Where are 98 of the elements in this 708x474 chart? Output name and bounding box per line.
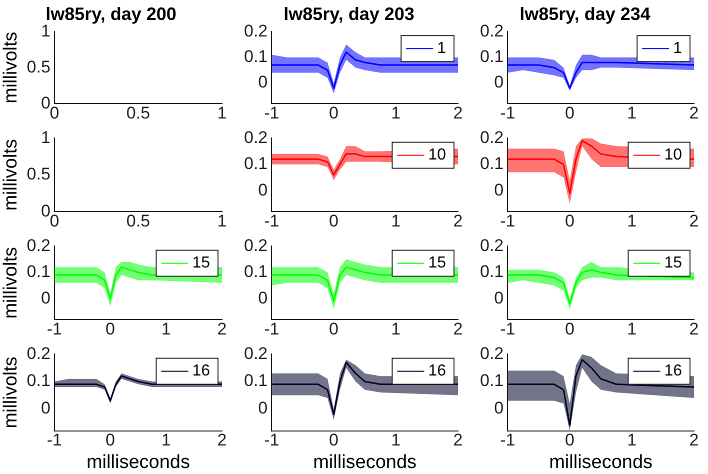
chart-title: lw85ry, day 234	[520, 4, 650, 24]
x-axis-title: milliseconds	[86, 452, 190, 473]
y-tick-label: 0.2	[26, 236, 50, 255]
x-tick-label: -1	[500, 211, 516, 230]
y-tick-label: 0.1	[244, 154, 268, 174]
y-axis-title: millivolts	[0, 247, 22, 319]
x-tick-label: -1	[500, 103, 516, 122]
y-tick-label: 0.2	[244, 21, 268, 40]
chart-title: lw85ry, day 200	[46, 4, 176, 24]
x-tick-label: -1	[500, 430, 516, 450]
x-tick-label: 2	[217, 319, 227, 338]
y-tick-label: 0	[40, 398, 50, 418]
y-tick-label: 0.1	[244, 47, 268, 66]
y-axis-title: millivolts	[0, 139, 22, 211]
legend-label: 15	[428, 254, 446, 272]
legend-label: 10	[428, 146, 446, 164]
y-tick-label: 1	[40, 128, 50, 147]
x-tick-label: 2	[217, 430, 227, 450]
y-tick-label: 0	[494, 180, 504, 200]
x-tick-label: 1	[391, 430, 401, 450]
y-axis-title: millivolts	[0, 32, 22, 104]
x-tick-label: 1	[627, 319, 637, 338]
legend-label: 16	[428, 362, 446, 380]
x-tick-label: 2	[453, 211, 463, 230]
y-tick-label: 0	[40, 288, 50, 308]
y-tick-label: 0.2	[480, 344, 504, 363]
x-tick-label: 1	[391, 103, 401, 122]
y-tick-label: 0.1	[480, 371, 504, 390]
legend-label: 15	[192, 254, 210, 272]
y-tick-label: 0.1	[26, 371, 50, 390]
x-tick-label: 1	[627, 211, 637, 230]
legend-label: 15	[664, 254, 682, 272]
x-tick-label: 2	[689, 319, 699, 338]
y-tick-label: 0	[258, 288, 268, 308]
legend-label: 16	[664, 362, 682, 380]
y-tick-label: 0.2	[244, 236, 268, 255]
x-tick-label: 0	[565, 103, 574, 122]
y-tick-label: 0	[494, 72, 504, 92]
y-tick-label: 0.2	[480, 21, 504, 40]
x-tick-label: -1	[46, 319, 62, 338]
y-tick-label: 0.2	[26, 344, 50, 363]
x-tick-label: 0.5	[126, 103, 150, 122]
y-tick-label: 0.5	[26, 57, 50, 76]
x-tick-label: 0	[106, 430, 116, 450]
x-tick-label: 1	[391, 211, 401, 230]
legend-label: 10	[664, 146, 682, 164]
y-tick-label: 1	[40, 21, 50, 40]
x-tick-label: 2	[453, 319, 463, 338]
x-tick-label: 0	[565, 211, 574, 230]
x-tick-label: 2	[689, 103, 699, 122]
x-tick-label: 0	[565, 319, 574, 338]
y-tick-label: 0.1	[480, 262, 504, 282]
y-tick-label: 0	[258, 180, 268, 200]
y-tick-label: 0.1	[480, 47, 504, 66]
x-tick-label: 1	[161, 430, 171, 450]
y-tick-label: 0	[258, 398, 268, 418]
y-tick-label: 0.1	[26, 262, 50, 282]
x-tick-label: 0	[329, 103, 338, 122]
y-tick-label: 0.5	[26, 164, 50, 184]
x-tick-label: -1	[46, 430, 62, 450]
x-tick-label: -1	[264, 103, 280, 122]
x-tick-label: 0	[106, 319, 116, 338]
y-tick-label: 0.1	[480, 154, 504, 174]
x-tick-label: 0	[329, 430, 338, 450]
y-axis-title: millivolts	[0, 356, 22, 428]
x-tick-label: 0	[329, 211, 338, 230]
x-tick-label: 1	[391, 319, 401, 338]
x-tick-label: -1	[264, 430, 280, 450]
x-tick-label: 0	[565, 430, 574, 450]
x-tick-label: 1	[217, 103, 227, 122]
x-tick-label: 2	[689, 211, 699, 230]
x-tick-label: 1	[627, 103, 637, 122]
x-tick-label: 0.5	[126, 211, 150, 230]
y-tick-label: 0.2	[244, 344, 268, 363]
x-tick-label: 1	[217, 211, 227, 230]
x-tick-label: 1	[161, 319, 171, 338]
y-tick-label: 0.2	[244, 128, 268, 147]
y-tick-label: 0.1	[244, 262, 268, 282]
x-tick-label: 2	[453, 430, 463, 450]
x-axis-title: milliseconds	[549, 452, 653, 473]
legend-label: 1	[673, 40, 682, 58]
x-tick-label: 2	[689, 430, 699, 450]
legend-label: 1	[437, 40, 446, 58]
x-tick-label: 2	[453, 103, 463, 122]
legend-label: 16	[192, 362, 210, 380]
x-tick-label: -1	[500, 319, 516, 338]
y-tick-label: 0	[494, 398, 504, 418]
x-axis-title: milliseconds	[313, 452, 417, 473]
x-tick-label: -1	[264, 319, 280, 338]
y-tick-label: 0	[494, 288, 504, 308]
x-tick-label: 0	[329, 319, 338, 338]
y-tick-label: 0.1	[244, 371, 268, 390]
chart-title: lw85ry, day 203	[284, 4, 414, 24]
x-tick-label: -1	[264, 211, 280, 230]
y-tick-label: 0.2	[480, 236, 504, 255]
y-tick-label: 0.2	[480, 128, 504, 147]
x-tick-label: 1	[627, 430, 637, 450]
y-tick-label: 0	[258, 72, 268, 92]
